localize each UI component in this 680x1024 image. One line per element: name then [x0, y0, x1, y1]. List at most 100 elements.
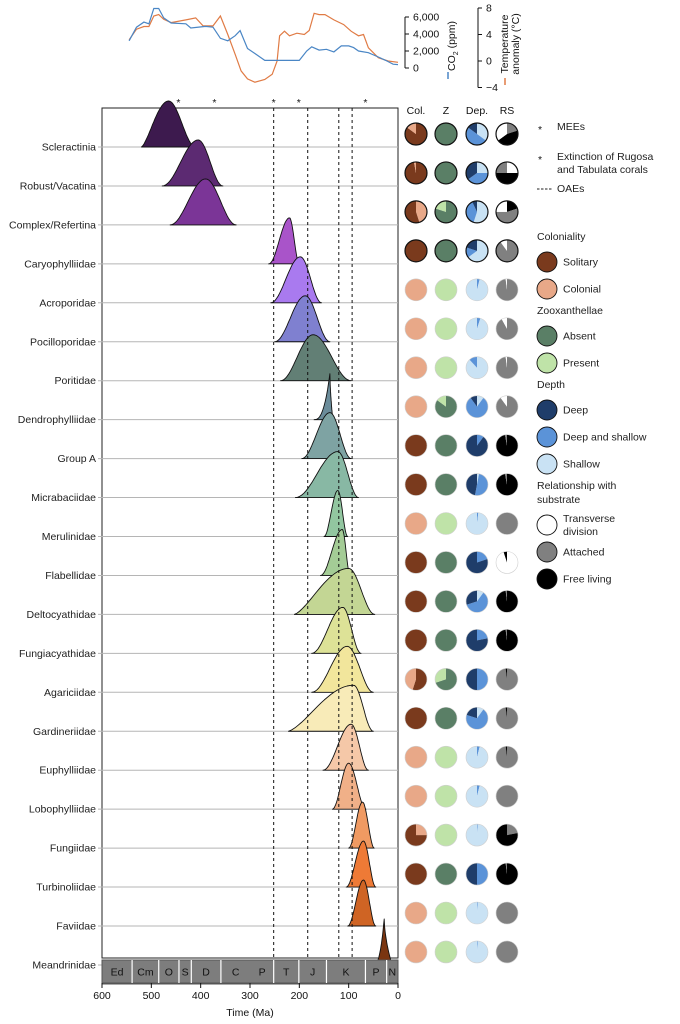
zooxanthellae-pie [434, 667, 458, 691]
ridge-dendrophylliidae [313, 373, 334, 421]
zooxanthellae-pie [434, 590, 458, 613]
pie-slice [435, 785, 457, 808]
legend-swatch-colonial [536, 278, 558, 300]
x-tick-label: 0 [395, 990, 401, 1002]
clade-label: Agariciidae [44, 687, 96, 699]
depth-pie [465, 667, 489, 691]
co2-axis-title: CO2 (ppm) [446, 21, 460, 71]
pie-slice [507, 123, 518, 134]
pie-slice [405, 356, 427, 379]
zooxanthellae-pie [434, 473, 458, 496]
pie-slice [435, 161, 457, 184]
pie-outline [404, 161, 428, 185]
pie-outline [465, 356, 489, 380]
temperature-series-line [128, 12, 399, 83]
pie-outline [434, 356, 458, 380]
pie-slice [435, 123, 457, 145]
pie-slice [435, 317, 457, 340]
legend-swatch-present [536, 352, 558, 374]
pie-outline [495, 356, 519, 380]
depth-pie [465, 122, 489, 146]
pie-outline [495, 590, 519, 613]
zooxanthellae-pie [434, 434, 458, 457]
ridge-robust-vacatina [161, 139, 224, 187]
pie-slice [435, 940, 457, 963]
depth-pie [465, 161, 489, 185]
x-tick-label: 400 [192, 990, 210, 1002]
pie-slice [505, 590, 507, 602]
coloniality-pie [404, 239, 428, 263]
clade-label: Gardineriidae [33, 726, 96, 738]
coloniality-pie [404, 823, 428, 847]
legend-item-label: Transverse [563, 513, 615, 525]
depth-pie [465, 784, 489, 808]
legend-item-label: Shallow [563, 459, 600, 471]
trait-column-header: Z [443, 105, 450, 117]
depth-pie [465, 239, 489, 263]
pie-slice [435, 824, 457, 847]
pie-slice [416, 824, 427, 836]
pie-slice [473, 200, 489, 223]
pie-slice [477, 940, 478, 952]
pie-outline [434, 862, 458, 886]
pie-slice [405, 863, 427, 886]
clade-label: Faviidae [56, 921, 96, 933]
coloniality-pie [404, 745, 428, 769]
pie-slice [496, 590, 519, 613]
period-label: O [165, 967, 173, 979]
coloniality-pie [404, 278, 428, 302]
legend-group-title: Depth [537, 379, 565, 391]
zooxanthellae-pie [434, 551, 458, 574]
pie-outline [495, 278, 519, 302]
pie-outline [404, 317, 428, 341]
substrate-pie [495, 278, 519, 302]
trait-pie-panel: Col. Z Dep. RS [404, 105, 519, 964]
pie-outline [465, 629, 489, 652]
pie-outline [404, 278, 428, 302]
ridge-agariciidae [311, 645, 374, 693]
pie-slice [435, 590, 457, 613]
pie-outline [495, 200, 519, 224]
pie-slice [435, 278, 457, 301]
period-label: Cm [137, 967, 154, 979]
depth-pie [465, 901, 489, 925]
pie-outline [495, 122, 519, 146]
period-label: Ed [111, 967, 124, 979]
co2-series-line [128, 7, 399, 66]
pie-slice [405, 239, 427, 262]
pie-slice [466, 592, 489, 613]
legend-swatch-absent [536, 325, 558, 347]
clade-label: Complex/Refertina [9, 219, 96, 231]
trait-column-header: Dep. [466, 105, 488, 117]
pie-slice [495, 317, 518, 340]
pie-outline [434, 940, 458, 964]
mee-star-marker: * [176, 97, 180, 109]
zooxanthellae-pie [434, 122, 458, 146]
pie-outline [404, 745, 428, 769]
legend-group-title: Coloniality [537, 231, 586, 243]
substrate-pie [495, 161, 519, 185]
zooxanthellae-pie [434, 901, 458, 925]
pie-slice [477, 161, 488, 173]
substrate-pie [495, 200, 519, 224]
temperature-tick-label: −4 [486, 82, 498, 94]
legend-item-label: Deep and shallow [563, 432, 647, 444]
clade-label: Micrabaciidae [31, 492, 96, 504]
pie-outline [434, 122, 458, 146]
pie-outline [404, 434, 428, 457]
co2-tick-label: 4,000 [413, 29, 439, 41]
substrate-pie [495, 784, 519, 808]
pie-slice [404, 161, 427, 184]
pie-slice [505, 278, 507, 290]
pie-slice [405, 902, 427, 924]
legend-group-title: Zooxanthellae [537, 305, 603, 317]
pie-outline [495, 551, 519, 574]
pie-slice [405, 590, 427, 613]
pie-slice [505, 746, 507, 758]
period-label: N [389, 967, 397, 979]
pie-slice [437, 395, 446, 407]
period-label: D [202, 967, 210, 979]
pie-slice [495, 395, 518, 418]
pie-outline [434, 590, 458, 613]
pie-slice [405, 434, 427, 457]
